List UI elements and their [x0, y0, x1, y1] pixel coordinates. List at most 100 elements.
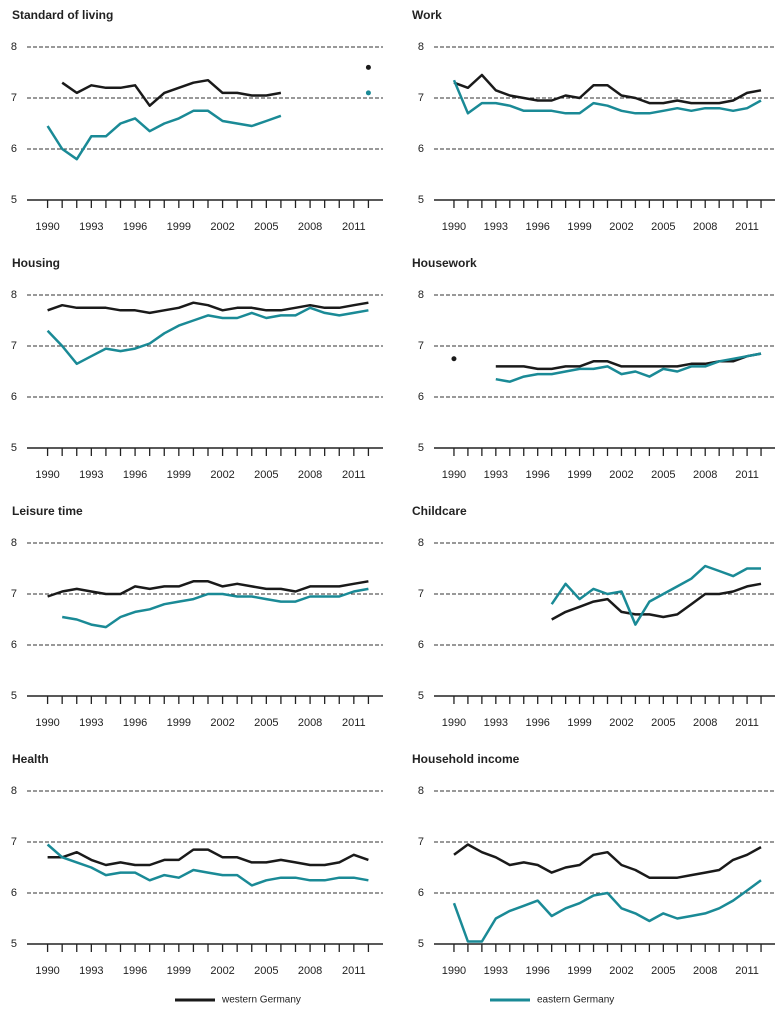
x-tick-label: 2002 [210, 469, 234, 481]
x-tick-label: 1999 [567, 717, 591, 729]
x-tick-label: 1999 [167, 469, 191, 481]
series-line [453, 843, 762, 879]
x-tick-label: 2008 [298, 221, 322, 233]
x-tick-label: 1993 [79, 221, 103, 233]
x-tick-label: 1993 [79, 717, 103, 729]
panel-title: Health [12, 752, 49, 766]
x-tick-label: 2008 [693, 469, 717, 481]
x-tick-label: 1999 [567, 221, 591, 233]
y-tick-label: 6 [11, 887, 17, 899]
x-tick-label: 2008 [298, 469, 322, 481]
x-tick-label: 1999 [567, 469, 591, 481]
y-tick-label: 6 [418, 639, 424, 651]
x-tick-label: 2011 [735, 717, 759, 729]
y-tick-label: 6 [418, 391, 424, 403]
x-tick-label: 2005 [254, 717, 278, 729]
x-tick-label: 2002 [609, 469, 633, 481]
y-tick-label: 7 [11, 588, 17, 600]
x-tick-label: 1990 [442, 469, 466, 481]
y-tick-label: 5 [418, 442, 424, 454]
x-tick-label: 1993 [484, 469, 508, 481]
series-line [551, 582, 762, 621]
x-tick-label: 1996 [123, 965, 147, 977]
x-tick-label: 2011 [342, 965, 366, 977]
x-tick-label: 2005 [254, 221, 278, 233]
y-tick-label: 6 [11, 143, 17, 155]
panel-title: Household income [412, 752, 520, 766]
x-tick-label: 1993 [484, 965, 508, 977]
x-tick-label: 2005 [254, 469, 278, 481]
y-tick-label: 8 [418, 41, 424, 53]
panel-title: Childcare [412, 504, 467, 518]
data-point [451, 356, 457, 362]
series-line [61, 78, 282, 107]
x-tick-label: 2011 [735, 469, 759, 481]
x-tick-label: 2002 [210, 221, 234, 233]
x-tick-label: 2008 [693, 221, 717, 233]
x-tick-label: 2005 [651, 965, 675, 977]
y-tick-label: 8 [418, 785, 424, 797]
y-tick-label: 5 [11, 690, 17, 702]
panel-title: Housing [12, 256, 60, 270]
x-tick-label: 1990 [35, 965, 59, 977]
y-tick-label: 6 [11, 391, 17, 403]
x-tick-label: 1996 [123, 717, 147, 729]
x-tick-label: 1996 [123, 221, 147, 233]
y-tick-label: 8 [11, 289, 17, 301]
y-tick-label: 7 [11, 92, 17, 104]
series-line [47, 848, 369, 867]
series-line [46, 109, 282, 161]
x-tick-label: 1990 [35, 469, 59, 481]
x-tick-label: 1990 [35, 717, 59, 729]
y-tick-label: 5 [11, 442, 17, 454]
x-tick-label: 1996 [525, 717, 549, 729]
series-line [453, 73, 762, 105]
series-line [46, 843, 369, 887]
x-tick-label: 2002 [210, 717, 234, 729]
y-tick-label: 8 [418, 537, 424, 549]
legend-label: eastern Germany [537, 995, 614, 1006]
series-line [46, 306, 369, 366]
x-tick-label: 2011 [735, 965, 759, 977]
y-tick-label: 6 [418, 143, 424, 155]
x-tick-label: 1996 [525, 469, 549, 481]
x-tick-label: 1990 [35, 221, 59, 233]
y-tick-label: 7 [418, 836, 424, 848]
y-tick-label: 6 [11, 639, 17, 651]
x-tick-label: 2008 [298, 965, 322, 977]
x-tick-label: 1999 [167, 717, 191, 729]
y-tick-label: 8 [418, 289, 424, 301]
series-line [61, 587, 369, 629]
x-tick-label: 1999 [167, 221, 191, 233]
x-tick-label: 2005 [651, 469, 675, 481]
panel-title: Housework [412, 256, 477, 270]
series-line [495, 352, 762, 383]
x-tick-label: 2002 [609, 221, 633, 233]
series-line [550, 564, 761, 626]
data-point [365, 90, 371, 96]
x-tick-label: 1996 [525, 965, 549, 977]
x-tick-label: 2002 [210, 965, 234, 977]
x-tick-label: 1990 [442, 221, 466, 233]
x-tick-label: 2002 [609, 965, 633, 977]
x-tick-label: 2002 [609, 717, 633, 729]
x-tick-label: 2011 [735, 221, 759, 233]
y-tick-label: 7 [418, 340, 424, 352]
x-tick-label: 1990 [442, 965, 466, 977]
x-tick-label: 1993 [484, 221, 508, 233]
y-tick-label: 7 [11, 340, 17, 352]
x-tick-label: 2011 [342, 221, 366, 233]
x-tick-label: 2011 [342, 717, 366, 729]
series-line [452, 879, 762, 943]
panel-title: Standard of living [12, 8, 113, 22]
y-tick-label: 5 [418, 938, 424, 950]
x-tick-label: 1993 [484, 717, 508, 729]
x-tick-label: 2005 [254, 965, 278, 977]
x-tick-label: 1999 [167, 965, 191, 977]
y-tick-label: 7 [418, 92, 424, 104]
y-tick-label: 5 [11, 938, 17, 950]
y-tick-label: 7 [11, 836, 17, 848]
x-tick-label: 2008 [693, 965, 717, 977]
series-line [452, 79, 762, 115]
